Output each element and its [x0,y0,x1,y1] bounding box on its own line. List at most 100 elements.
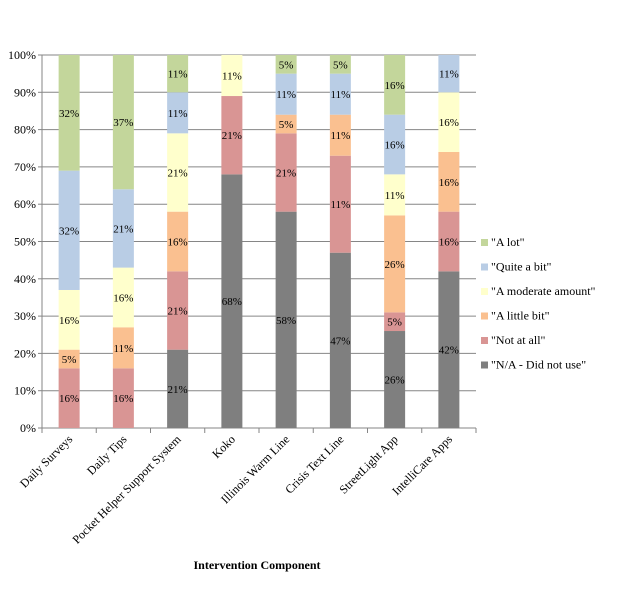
x-tick-label: Koko [209,432,238,461]
data-label: 5% [279,59,294,71]
bar-segment [112,327,134,369]
y-tick-label: 70% [14,160,36,174]
data-label: 21% [168,306,188,318]
y-tick-label: 90% [14,85,36,99]
bar-segment [167,271,189,350]
data-label: 16% [168,237,188,249]
legend-label: "A moderate amount" [491,284,596,298]
bar-segment [221,174,243,428]
data-label: 21% [113,223,133,235]
data-label: 16% [439,117,459,129]
bar-segment [275,211,297,428]
data-label: 32% [59,225,79,237]
bar-segment [112,368,134,428]
data-label: 5% [62,354,77,366]
bar-segment [167,133,189,212]
bar-segment [221,55,243,97]
data-label: 11% [168,108,188,120]
bar-segment [112,267,134,328]
legend-swatch [481,361,488,369]
legend-label: "N/A - Did not use" [491,358,586,372]
y-tick-label: 60% [14,197,36,211]
bar-segment [329,114,351,156]
data-label: 11% [330,130,350,142]
data-label: 16% [113,292,133,304]
data-label: 32% [59,108,79,120]
bar-segment [384,215,406,313]
data-label: 16% [439,237,459,249]
data-label: 11% [222,71,242,83]
data-label: 21% [168,384,188,396]
y-tick-label: 100% [8,48,36,62]
legend-swatch [481,239,488,246]
bar-segment [167,55,189,93]
data-label: 16% [113,393,133,405]
data-label: 16% [59,315,79,327]
bar-segment [384,55,406,115]
bar-segment [167,92,189,134]
bar-segment [58,55,80,171]
data-label: 11% [439,69,459,81]
data-label: 11% [168,69,188,81]
x-tick-label: Daily Tips [84,432,130,478]
data-label: 5% [333,59,348,71]
bar-segment [438,151,460,212]
bar-segment [112,189,134,268]
data-label: 11% [113,343,133,355]
y-tick-label: 30% [14,309,36,323]
bar-segment [438,211,460,272]
bar-segment [329,252,351,428]
data-label: 5% [387,317,402,329]
data-label: 58% [276,315,296,327]
bar-segment [438,92,460,152]
bar-segment [58,170,80,290]
bar-segment [384,312,406,332]
bar-segment [384,331,406,428]
legend-label: "Not at all" [491,333,546,347]
data-label: 16% [385,80,405,92]
legend-label: "Quite a bit" [491,260,552,274]
bar-segment [438,55,460,93]
bar-segment [329,155,351,253]
legend-swatch [481,263,488,271]
legend-swatch [481,312,488,320]
data-label: 21% [168,167,188,179]
y-tick-label: 40% [14,272,36,286]
bar-segment [275,133,297,212]
y-tick-label: 50% [14,235,36,249]
x-tick-label: Daily Surveys [17,432,75,490]
bar-segment [167,349,189,428]
data-label: 26% [385,259,405,271]
y-tick-label: 0% [20,421,36,435]
data-label: 42% [439,345,459,357]
bar-segment [384,114,406,175]
gridlines [42,54,476,392]
data-label: 16% [439,177,459,189]
bar-segment [112,55,134,190]
y-tick-label: 80% [14,123,36,137]
legend-swatch [481,288,488,295]
data-label: 47% [330,335,350,347]
bar-segment [221,96,243,175]
bar-segment [329,55,351,74]
bar-segment [384,174,406,216]
legend-label: "A lot" [491,235,525,249]
bars [58,55,460,428]
y-tick-label: 20% [14,346,36,360]
data-label: 11% [330,89,350,101]
data-label: 21% [276,167,296,179]
bar-segment [58,368,80,428]
bar-segment [275,55,297,74]
y-tick-label: 10% [14,384,36,398]
data-label: 16% [385,140,405,152]
x-axis-title: Intervention Component [193,558,320,572]
data-label: 11% [276,89,296,101]
data-labels: 16% 5% 16% 32% 32% 16% 11% 16% 21% 37% 21% 21% 16% 21… [59,59,459,405]
data-label: 16% [59,393,79,405]
data-label: 26% [385,375,405,387]
bar-segment [438,271,460,428]
bar-segment [329,73,351,115]
bar-segment [275,114,297,134]
data-label: 11% [385,190,405,202]
